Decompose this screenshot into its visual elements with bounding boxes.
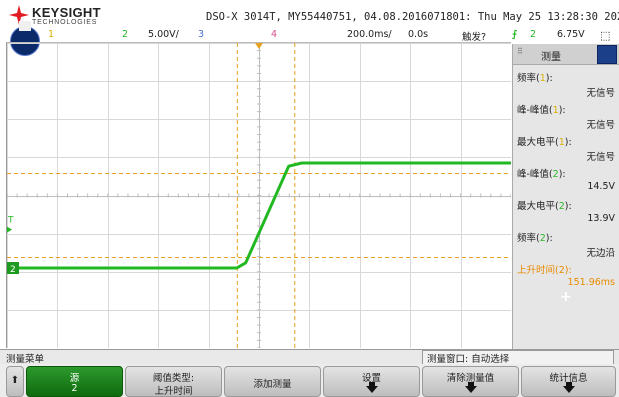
source-label: 源 — [69, 373, 80, 384]
measurement-name-text: 峰-峰值( — [517, 169, 553, 180]
statistics-arrow-head — [562, 386, 575, 393]
measurement-name-close: ): — [564, 137, 572, 148]
softkey-bar: ⬆ 源 2 阈值类型: 上升时间 添加测量 设置 清除测量值 统计信息 — [0, 364, 619, 397]
ground-marker-label: 2 — [10, 265, 16, 275]
measurement-channel: 1 — [558, 137, 565, 148]
channel-status-row: 1 2 5.00V/ 3 4 200.0ms/ 0.0s 触发? ⨍ 2 6.7… — [0, 28, 619, 43]
measurement-name-text: 峰-峰值( — [517, 105, 553, 116]
waveform-svg: 2T — [7, 43, 511, 348]
grip-icon: ⠿ — [517, 47, 523, 56]
measurement-value: 无信号 — [586, 120, 615, 131]
window-mode-icon[interactable]: ⬚ — [600, 29, 611, 42]
measurement-channel: 2 — [552, 169, 559, 180]
measurement-panel-header[interactable]: ⠿ 测量 — [513, 44, 619, 65]
ch2-trace — [7, 161, 511, 270]
measurement-panel-title: 测量 — [541, 52, 561, 63]
statistics-arrow-icon — [565, 382, 572, 387]
clear-arrow-icon — [467, 382, 474, 387]
measurement-name-text: 最大电平( — [517, 137, 559, 148]
back-icon: ⬆ — [10, 375, 20, 386]
measurement-name-text: 上升时间( — [517, 265, 559, 276]
brand-name: KEYSIGHT — [32, 5, 101, 20]
type-label: 阈值类型: — [152, 373, 195, 384]
instrument-title: DSO-X 3014T, MY55440751, 04.08.201607180… — [206, 11, 619, 23]
measurement-name-close: ): — [558, 105, 566, 116]
ch3-label[interactable]: 3 — [198, 29, 205, 40]
measurement-name-text: 频率( — [517, 73, 540, 84]
trigger-edge-icon: ⨍ — [512, 29, 518, 40]
clear-measurements-softkey[interactable]: 清除测量值 — [422, 366, 519, 397]
keysight-logo-icon — [9, 5, 29, 25]
statistics-softkey[interactable]: 统计信息 — [521, 366, 616, 397]
measurement-name: 峰-峰值(1): — [517, 102, 566, 116]
settings-softkey[interactable]: 设置 — [323, 366, 420, 397]
measurement-value: 无边沿 — [586, 248, 615, 259]
trigger-level[interactable]: 6.75V — [557, 29, 585, 40]
measurement-name: 峰-峰值(2): — [517, 166, 566, 180]
measurement-channel: 1 — [552, 105, 559, 116]
measurement-value: 无信号 — [586, 88, 615, 99]
measurement-channel: 1 — [539, 73, 546, 84]
measurement-name-close: ): — [545, 73, 553, 84]
measurement-name-close: ): — [545, 233, 553, 244]
type-softkey[interactable]: 阈值类型: 上升时间 — [125, 366, 222, 397]
measurement-name-text: 频率( — [517, 233, 540, 244]
settings-label: 设置 — [361, 373, 381, 384]
measurement-value: 14.5V — [587, 181, 615, 192]
measurement-name-close: ): — [558, 169, 566, 180]
measurement-channel: 2 — [558, 201, 565, 212]
measurement-name-close: ): — [564, 201, 572, 212]
measurement-name-text: 最大电平( — [517, 201, 559, 212]
panel-toggle-button[interactable] — [597, 45, 617, 64]
menu-bar: 测量菜单 测量窗口: 自动选择 — [0, 349, 619, 365]
measurement-channel: 2 — [539, 233, 546, 244]
source-value: 2 — [71, 383, 78, 394]
ch1-label[interactable]: 1 — [48, 29, 55, 40]
measurement-window-label: 测量窗口: 自动选择 — [427, 354, 510, 365]
statistics-label: 统计信息 — [549, 373, 588, 384]
measurement-value: 无信号 — [586, 152, 615, 163]
settings-arrow-head — [365, 386, 378, 393]
channel-indicator-icon[interactable] — [10, 21, 40, 56]
keysight-logo: KEYSIGHT TECHNOLOGIES — [8, 4, 103, 28]
settings-arrow-icon — [368, 382, 375, 387]
ch2-scale[interactable]: 5.00V/ — [148, 29, 179, 40]
delay-value[interactable]: 0.0s — [408, 29, 429, 40]
measurement-name: 最大电平(1): — [517, 134, 572, 148]
type-value: 上升时间 — [154, 386, 193, 397]
measurement-name: 频率(1): — [517, 70, 553, 84]
back-button[interactable]: ⬆ — [6, 366, 24, 397]
measurement-value: 151.96ms — [567, 277, 615, 288]
measurement-panel: ⠿ 测量 频率(1): 无信号 峰-峰值(1): 无信号 最大电平(1): 无信号 峰-峰值… — [512, 44, 619, 349]
trigger-state: 触发? — [462, 32, 487, 43]
brand-sub: TECHNOLOGIES — [32, 19, 98, 26]
trigger-level-icon — [7, 226, 12, 233]
measurement-name: 上升时间(2): — [517, 262, 572, 276]
menu-title: 测量菜单 — [6, 354, 45, 365]
ground-marker-icon — [7, 262, 19, 274]
add-measurement-label: 添加测量 — [253, 379, 292, 390]
clear-arrow-head — [464, 386, 477, 393]
measurement-name: 频率(2): — [517, 230, 553, 244]
trigger-channel[interactable]: 2 — [530, 29, 537, 40]
trigger-level-label: T — [7, 216, 14, 226]
measurement-name-close: ): — [564, 265, 572, 276]
source-softkey[interactable]: 源 2 — [26, 366, 123, 397]
measurement-value: 13.9V — [587, 213, 615, 224]
measurement-name: 最大电平(2): — [517, 198, 572, 212]
ch2-label[interactable]: 2 — [122, 29, 129, 40]
ch4-label[interactable]: 4 — [271, 29, 278, 40]
trigger-position-icon — [255, 43, 263, 49]
measurement-channel: 2 — [558, 265, 565, 276]
add-measurement-softkey[interactable]: 添加测量 — [224, 366, 321, 397]
timebase-value[interactable]: 200.0ms/ — [347, 29, 392, 40]
measurement-window-field[interactable]: 测量窗口: 自动选择 — [422, 350, 614, 365]
add-measurement-icon[interactable]: + — [560, 289, 572, 305]
clear-measurements-label: 清除测量值 — [446, 373, 495, 384]
